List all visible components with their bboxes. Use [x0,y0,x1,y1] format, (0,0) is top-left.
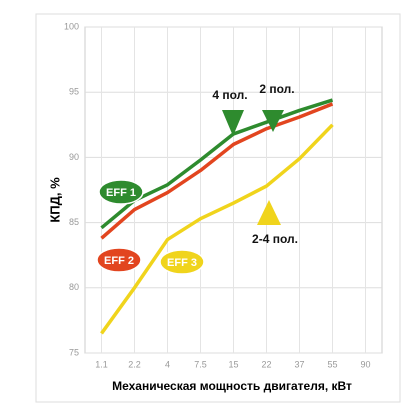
annotation-label: 4 пол. [212,88,247,102]
x-tick-label: 37 [294,359,304,369]
annotation-marker [257,200,281,225]
x-tick-label: 55 [327,359,337,369]
x-tick-label: 2.2 [128,359,141,369]
annotation-marker [222,110,244,136]
y-tick-label: 90 [69,152,79,162]
x-tick-label: 4 [165,359,170,369]
legend-label: EFF 2 [104,255,134,267]
y-tick-label: 85 [69,217,79,227]
legend-badge [159,249,205,275]
x-axis-label: Механическая мощность двигателя, кВт [112,379,352,393]
frame [35,13,401,403]
y-tick-label: 95 [69,87,79,97]
series-line [100,123,334,335]
legend-badge [98,179,144,205]
x-tick-label: 22 [261,359,271,369]
y-tick-label: 80 [69,282,79,292]
legend-label: EFF 3 [167,257,197,269]
legend-badge [96,247,142,273]
y-axis-label: КПД, % [47,177,62,223]
y-tick-label: 100 [64,21,79,31]
y-tick-label: 75 [69,347,79,357]
series-line [100,102,334,240]
x-tick-label: 15 [228,359,238,369]
x-tick-label: 90 [360,359,370,369]
annotation-label: 2 пол. [259,82,294,96]
annotation-label: 2-4 пол. [252,232,298,246]
x-tick-label: 7.5 [194,359,207,369]
annotation-marker [262,110,284,132]
legend-label: EFF 1 [106,187,136,199]
x-tick-label: 1.1 [95,359,108,369]
